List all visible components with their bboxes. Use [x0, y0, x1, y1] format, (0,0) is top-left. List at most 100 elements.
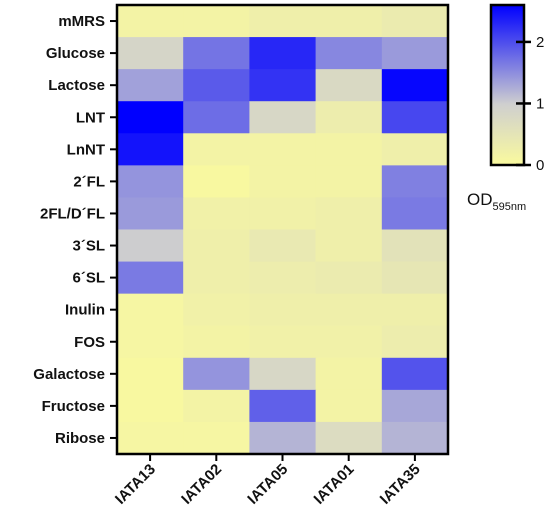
row-label: FOS	[74, 334, 105, 351]
heatmap-cell	[381, 357, 449, 391]
heatmap-cell	[117, 197, 184, 231]
heatmap-cell	[117, 293, 184, 327]
heatmap-cell	[381, 325, 449, 359]
heatmap-cell	[183, 101, 250, 134]
heatmap-cell	[249, 5, 317, 38]
row-label: Inulin	[65, 302, 105, 319]
row-label: Fructose	[42, 398, 105, 415]
heatmap-cell	[381, 389, 449, 423]
heatmap-cell	[315, 133, 383, 166]
heatmap-cell	[315, 421, 383, 455]
column-axis: IATA13 IATA02 IATA05 IATA01 IATA35	[112, 454, 424, 508]
heatmap-cell	[381, 165, 449, 199]
column-label: IATA05	[244, 461, 291, 508]
heatmap-cell	[183, 325, 250, 359]
row-label: Glucose	[46, 45, 105, 62]
heatmap-cell	[183, 133, 250, 166]
heatmap-cell	[315, 165, 383, 199]
heatmap-cell	[381, 421, 449, 455]
heatmap-cell	[249, 197, 317, 231]
heatmap-cell	[315, 261, 383, 295]
heatmap-cell	[315, 357, 383, 391]
colorbar-tick-label: 2	[536, 34, 544, 51]
heatmap-cell	[117, 37, 184, 70]
colorbar-tick-label: 1	[536, 95, 544, 112]
colorbar-tick-label: 0	[536, 157, 544, 174]
column-label: IATA01	[311, 461, 358, 508]
row-label: 2FL/D´FL	[40, 205, 105, 222]
column-label: IATA02	[178, 461, 225, 508]
row-label: Galactose	[33, 366, 105, 383]
row-label: Lactose	[48, 77, 105, 94]
row-label: 3´SL	[72, 238, 105, 255]
heatmap-cell	[183, 69, 250, 102]
heatmap-cell	[249, 37, 317, 70]
heatmap-cell	[117, 325, 184, 359]
row-label: LNT	[76, 109, 105, 126]
heatmap-cell	[249, 293, 317, 327]
heatmap-cell	[315, 229, 383, 263]
row-label: 6´SL	[72, 270, 105, 287]
heatmap-cell	[117, 5, 184, 38]
row-label: LnNT	[67, 141, 105, 158]
heatmap-cell	[249, 389, 317, 423]
heatmap-cell	[183, 229, 250, 263]
heatmap-cell	[315, 389, 383, 423]
heatmap-cell	[381, 101, 449, 134]
heatmap-cell	[381, 133, 449, 166]
heatmap-cell	[315, 37, 383, 70]
heatmap-cell	[249, 421, 317, 455]
heatmap-cell	[117, 421, 184, 455]
heatmap-cell	[249, 261, 317, 295]
heatmap-cell	[117, 101, 184, 134]
heatmap-cell	[315, 293, 383, 327]
heatmap-cell	[381, 197, 449, 231]
heatmap-cell	[381, 69, 449, 102]
heatmap-cell	[117, 165, 184, 199]
heatmap-cell	[249, 69, 317, 102]
row-label: 2´FL	[73, 173, 105, 190]
heatmap-cell	[381, 293, 449, 327]
colorbar-title-main: OD	[467, 190, 493, 209]
heatmap-cell	[315, 101, 383, 134]
heatmap-cell	[183, 357, 250, 391]
heatmap-cell	[183, 37, 250, 70]
heatmap-cell	[117, 229, 184, 263]
colorbar: 0 1 2 OD595nm	[467, 3, 544, 213]
heatmap-cell	[315, 325, 383, 359]
heatmap-cell	[249, 325, 317, 359]
heatmap-cell	[315, 5, 383, 38]
heatmap-cells	[117, 5, 449, 455]
column-label: IATA13	[112, 461, 159, 508]
row-label: Ribose	[55, 430, 105, 447]
heatmap-cell	[183, 261, 250, 295]
heatmap-cell	[249, 101, 317, 134]
heatmap-cell	[315, 197, 383, 231]
heatmap-cell	[117, 133, 184, 166]
heatmap-cell	[183, 197, 250, 231]
heatmap-cell	[183, 293, 250, 327]
heatmap-cell	[249, 357, 317, 391]
colorbar-title: OD595nm	[467, 190, 526, 213]
heatmap-cell	[183, 421, 250, 455]
colorbar-gradient	[489, 3, 526, 167]
heatmap-cell	[183, 165, 250, 199]
row-axis: mMRS Glucose Lactose LNT LnNT 2´FL 2FL/D´FL 3´S…	[33, 13, 117, 447]
heatmap-cell	[381, 5, 449, 38]
row-label: mMRS	[58, 13, 105, 30]
heatmap-cell	[381, 261, 449, 295]
heatmap-cell	[183, 5, 250, 38]
heatmap-cell	[381, 37, 449, 70]
heatmap-cell	[117, 389, 184, 423]
heatmap-cell	[249, 165, 317, 199]
colorbar-title-subscript: 595nm	[493, 201, 527, 213]
heatmap-cell	[183, 389, 250, 423]
heatmap-cell	[117, 357, 184, 391]
heatmap-cell	[117, 261, 184, 295]
column-label: IATA35	[377, 461, 424, 508]
colorbar-ticks: 0 1 2	[516, 34, 544, 174]
heatmap-cell	[249, 229, 317, 263]
heatmap-cell	[381, 229, 449, 263]
heatmap-cell	[249, 133, 317, 166]
